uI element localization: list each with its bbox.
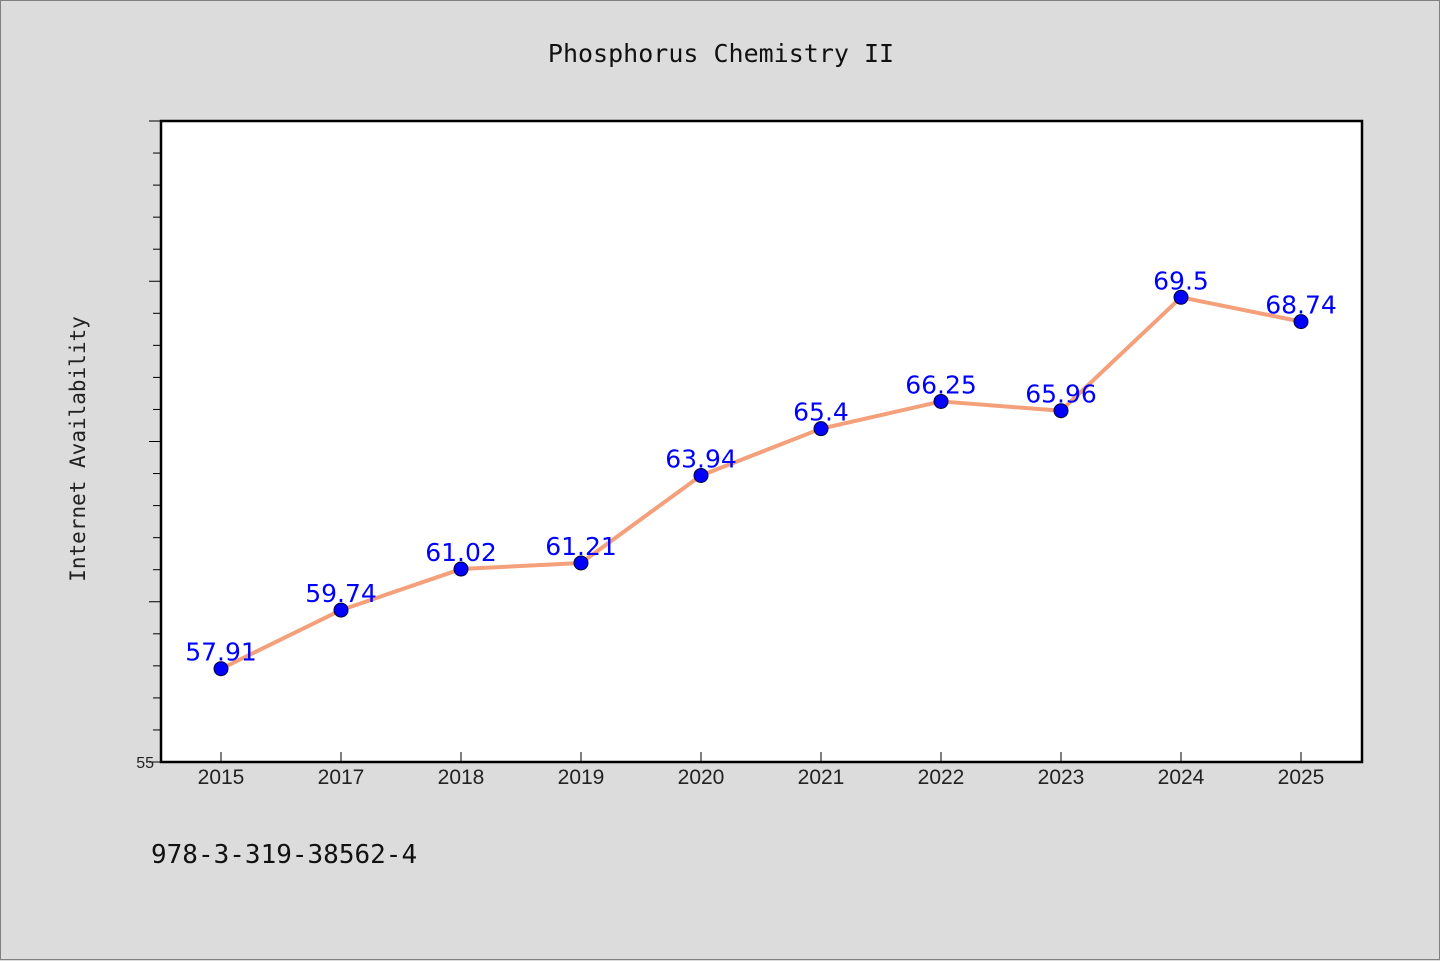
data-label: 61.21 xyxy=(545,532,617,561)
series-line-group xyxy=(220,295,1302,671)
data-label: 65.4 xyxy=(793,398,849,427)
data-label: 57.91 xyxy=(185,638,257,667)
isbn-footer: 978-3-319-38562-4 xyxy=(151,840,417,870)
data-markers xyxy=(213,289,1309,677)
data-label: 61.02 xyxy=(425,538,497,567)
x-tick-label: 2023 xyxy=(1038,766,1085,789)
x-tick-label: 2015 xyxy=(198,766,245,789)
series-line xyxy=(220,295,1302,671)
data-label: 65.96 xyxy=(1025,380,1097,409)
x-tick-label: 2018 xyxy=(438,766,485,789)
x-tick-label: 2019 xyxy=(558,766,605,789)
data-label: 63.94 xyxy=(665,444,737,473)
x-tick-label: 2022 xyxy=(918,766,965,789)
data-labels: 57.91 59.74 61.02 61.21 63.94 65.4 66.25 65.96 6… xyxy=(185,266,1337,666)
x-tick-label: 2020 xyxy=(678,766,725,789)
data-point xyxy=(693,467,709,483)
data-point xyxy=(813,421,829,437)
data-point xyxy=(1173,289,1189,305)
x-axis-ticks: 2015 2017 2018 2019 2020 2021 2022 2023 2024 2025 xyxy=(198,752,1325,789)
data-point xyxy=(573,555,589,571)
data-point xyxy=(453,561,469,577)
x-tick-label: 2021 xyxy=(798,766,845,789)
data-point xyxy=(333,602,349,618)
plot-area xyxy=(159,119,1364,764)
data-point xyxy=(213,661,229,677)
y-axis-label: Internet Availability xyxy=(66,316,90,582)
data-point xyxy=(1053,403,1069,419)
y-tick-label: 55 xyxy=(136,755,154,772)
data-label: 68.74 xyxy=(1265,291,1337,320)
data-label: 59.74 xyxy=(305,579,377,608)
data-point xyxy=(1293,314,1309,330)
chart-title: Phosphorus Chemistry II xyxy=(548,39,894,68)
data-label: 69.5 xyxy=(1153,266,1209,295)
y-axis-ticks: 55 xyxy=(136,120,161,772)
x-tick-label: 2017 xyxy=(318,766,365,789)
data-point xyxy=(933,393,949,409)
data-label: 66.25 xyxy=(905,370,977,399)
x-tick-label: 2025 xyxy=(1278,766,1325,789)
x-tick-label: 2024 xyxy=(1158,766,1205,789)
